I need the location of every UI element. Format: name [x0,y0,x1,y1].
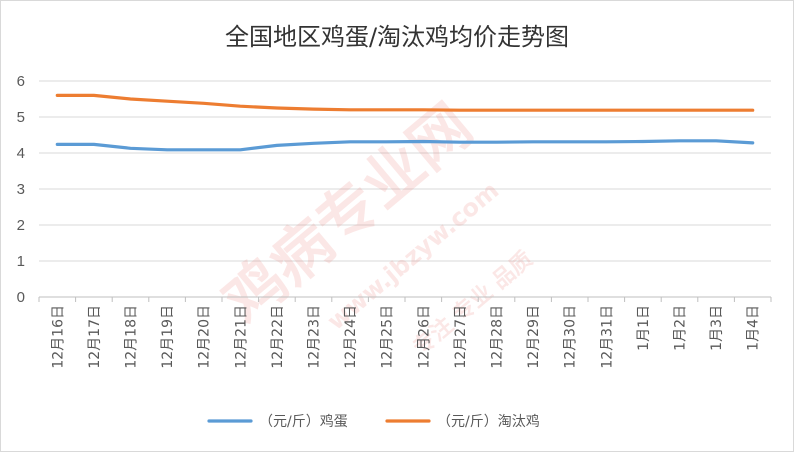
x-tick-label: 12月29日 [526,305,542,369]
x-tick-label: 1月2日 [673,305,689,351]
x-tick-label: 12月22日 [270,305,286,369]
x-tick-label: 12月24日 [343,305,359,369]
x-tick-label: 12月30日 [563,305,579,369]
x-tick-label: 12月25日 [380,305,396,369]
series-lines [55,93,755,152]
chart-title: 全国地区鸡蛋/淘汰鸡均价走势图 [225,23,569,51]
legend: （元/斤）鸡蛋 （元/斤）淘汰鸡 [207,413,540,430]
series-line-1 [55,93,755,112]
y-tick-label: 4 [17,145,25,162]
y-tick-label: 2 [17,217,25,234]
x-tick-label: 12月21日 [233,305,249,369]
x-tick-label: 12月19日 [160,305,176,369]
x-tick-label: 12月26日 [416,305,432,369]
y-tick-label: 3 [17,181,25,198]
series-line-0 [55,139,755,152]
x-tick-label: 1月3日 [709,305,725,351]
x-tick-label: 12月28日 [490,305,506,369]
legend-label-0: （元/斤）鸡蛋 [259,413,348,430]
x-tick-label: 1月1日 [636,305,652,351]
y-tick-label: 0 [17,289,25,306]
y-tick-label: 6 [17,73,25,90]
axes: 0 1 2 3 4 5 6 12月16日 12月17日 12月18日 12月19日 12月20日 12月… [17,73,772,369]
y-tick-label: 1 [17,253,25,270]
x-tick-label: 1月4日 [746,305,762,351]
gridlines [39,80,771,262]
x-tick-label: 12月18日 [124,305,140,369]
legend-label-1: （元/斤）淘汰鸡 [437,413,540,430]
x-tick-label: 12月31日 [599,305,615,369]
x-tick-label: 12月27日 [453,305,469,369]
y-tick-label: 5 [17,109,25,126]
x-tick-label: 12月20日 [197,305,213,369]
x-tick-label: 12月17日 [87,305,103,369]
x-tick-label: 12月23日 [307,305,323,369]
x-tick-label: 12月16日 [50,305,66,369]
